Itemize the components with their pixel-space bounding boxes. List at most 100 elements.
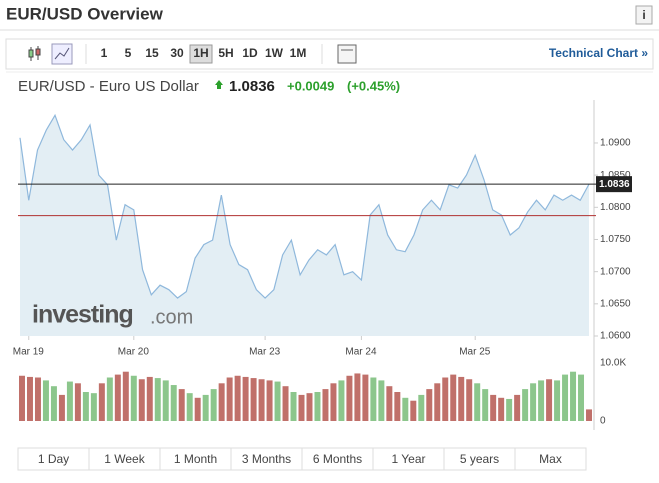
- interval-button[interactable]: 30: [170, 46, 184, 60]
- volume-bar: [546, 379, 553, 421]
- volume-bar: [402, 397, 409, 421]
- volume-bar: [186, 393, 193, 421]
- range-label: 1 Week: [104, 452, 145, 466]
- volume-tick-label: 0: [600, 416, 606, 427]
- interval-button[interactable]: 5: [125, 46, 132, 60]
- volume-bar: [322, 389, 329, 421]
- volume-bar: [362, 374, 369, 421]
- range-label: 3 Months: [242, 452, 291, 466]
- range-label: 6 Months: [313, 452, 362, 466]
- volume-bar: [218, 383, 225, 421]
- volume-bar: [338, 380, 345, 421]
- interval-button[interactable]: 5H: [218, 46, 233, 60]
- volume-bar: [146, 376, 153, 421]
- volume-bar: [258, 379, 265, 421]
- volume-bar: [106, 377, 113, 421]
- title: EUR/USD Overview: [6, 4, 164, 23]
- range-label: 1 Year: [391, 452, 425, 466]
- instrument-name: EUR/USD - Euro US Dollar: [18, 78, 199, 95]
- volume-tick-label: 10.0K: [600, 358, 626, 369]
- volume-bar: [522, 389, 529, 421]
- volume-bar: [466, 379, 473, 421]
- logo-brand: investing: [32, 301, 133, 329]
- range-button[interactable]: [514, 447, 587, 471]
- volume-bar: [538, 380, 545, 421]
- volume-bar: [242, 376, 249, 421]
- interval-button[interactable]: 1D: [242, 46, 258, 60]
- volume-bar: [66, 381, 73, 421]
- x-tick-label: Mar 20: [118, 347, 150, 358]
- volume-bar: [386, 386, 393, 421]
- volume-bar: [354, 373, 361, 421]
- volume-bar: [370, 377, 377, 421]
- volume-bar: [194, 397, 201, 421]
- volume-bar: [34, 377, 41, 421]
- y-tick-label: 1.0650: [600, 298, 631, 309]
- x-tick-label: Mar 25: [459, 347, 491, 358]
- candle-icon[interactable]: [28, 46, 41, 61]
- range-label: 5 years: [460, 452, 499, 466]
- volume-bar: [530, 383, 537, 421]
- price-line: [19, 113, 590, 299]
- y-tick-label: 1.0700: [600, 266, 631, 277]
- volume-bar: [226, 377, 233, 421]
- volume-bar: [378, 380, 385, 421]
- volume-bar: [570, 371, 577, 421]
- interval-active: [189, 44, 213, 64]
- change-percent: (+0.45%): [347, 78, 400, 93]
- volume-bar: [170, 385, 177, 421]
- volume-bar: [450, 374, 457, 421]
- toolbar: [5, 38, 654, 70]
- volume-bar: [58, 394, 65, 421]
- interval-button[interactable]: 1M: [290, 46, 307, 60]
- volume-bar: [98, 383, 105, 421]
- up-arrow: [215, 80, 223, 85]
- range-label: 1 Month: [174, 452, 217, 466]
- volume-bar: [122, 371, 129, 421]
- volume-bar: [330, 383, 337, 421]
- logo-domain: .com: [150, 306, 193, 328]
- info-button[interactable]: [635, 5, 653, 25]
- volume-bar: [442, 377, 449, 421]
- volume-bar: [26, 376, 33, 421]
- volume-bar: [178, 389, 185, 421]
- area: [20, 115, 589, 337]
- range-label: 1 Day: [38, 452, 69, 466]
- interval-button[interactable]: 1: [101, 46, 108, 60]
- volume-bar: [50, 386, 57, 421]
- interval-button[interactable]: 1W: [265, 46, 284, 60]
- volume-bar: [314, 392, 321, 421]
- volume-bar: [490, 394, 497, 421]
- volume-bar: [410, 400, 417, 421]
- volume-bar: [418, 394, 425, 421]
- volume-bar: [458, 376, 465, 421]
- current-label: 1.0836: [599, 179, 630, 190]
- change: +0.0049: [287, 78, 334, 93]
- volume-bar: [202, 394, 209, 421]
- volume-bar: [19, 375, 25, 421]
- volume-bar: [130, 375, 137, 421]
- volume-bar: [266, 380, 273, 421]
- volume-bar: [426, 389, 433, 421]
- volume-bar: [306, 393, 313, 421]
- volume-bar: [434, 383, 441, 421]
- info-icon: i: [642, 8, 645, 22]
- interval-button[interactable]: 1H: [193, 46, 208, 60]
- interval-button[interactable]: 15: [145, 46, 159, 60]
- x-tick-label: Mar 24: [345, 347, 377, 358]
- volume-bar: [562, 374, 569, 421]
- volume-bar: [346, 375, 353, 421]
- volume-bar: [42, 380, 49, 421]
- volume-bar: [234, 375, 241, 421]
- volume-bar: [82, 392, 89, 421]
- volume-bar: [498, 397, 505, 421]
- y-tick-label: 1.0750: [600, 234, 631, 245]
- volume-bar: [586, 409, 592, 421]
- calendar-icon[interactable]: [337, 44, 357, 64]
- range-label: Max: [539, 452, 562, 466]
- volume-bar: [578, 374, 585, 421]
- technical-chart-link[interactable]: Technical Chart »: [549, 46, 648, 60]
- volume-bar: [274, 381, 281, 421]
- y-tick-label: 1.0800: [600, 202, 631, 213]
